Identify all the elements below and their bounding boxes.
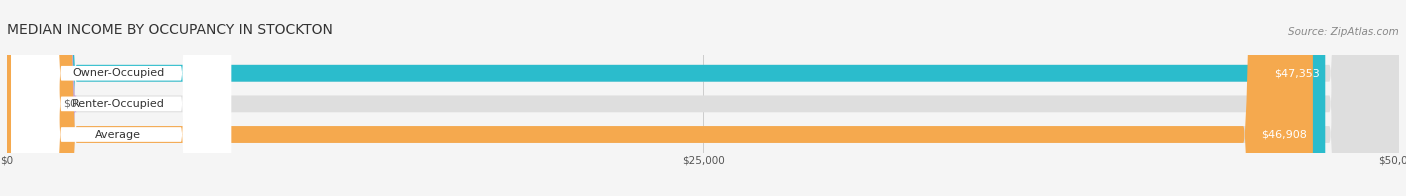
FancyBboxPatch shape bbox=[7, 0, 1399, 196]
Text: Source: ZipAtlas.com: Source: ZipAtlas.com bbox=[1288, 27, 1399, 37]
FancyBboxPatch shape bbox=[7, 0, 1326, 196]
Text: Renter-Occupied: Renter-Occupied bbox=[72, 99, 165, 109]
FancyBboxPatch shape bbox=[11, 0, 231, 196]
FancyBboxPatch shape bbox=[11, 0, 231, 196]
FancyBboxPatch shape bbox=[7, 0, 1399, 196]
FancyBboxPatch shape bbox=[7, 0, 1399, 196]
Text: $0: $0 bbox=[63, 99, 77, 109]
FancyBboxPatch shape bbox=[11, 0, 231, 196]
Text: MEDIAN INCOME BY OCCUPANCY IN STOCKTON: MEDIAN INCOME BY OCCUPANCY IN STOCKTON bbox=[7, 23, 333, 37]
Text: Owner-Occupied: Owner-Occupied bbox=[72, 68, 165, 78]
Text: $46,908: $46,908 bbox=[1261, 130, 1308, 140]
Text: Average: Average bbox=[96, 130, 142, 140]
Text: $47,353: $47,353 bbox=[1274, 68, 1320, 78]
FancyBboxPatch shape bbox=[0, 0, 77, 196]
FancyBboxPatch shape bbox=[7, 0, 1313, 196]
